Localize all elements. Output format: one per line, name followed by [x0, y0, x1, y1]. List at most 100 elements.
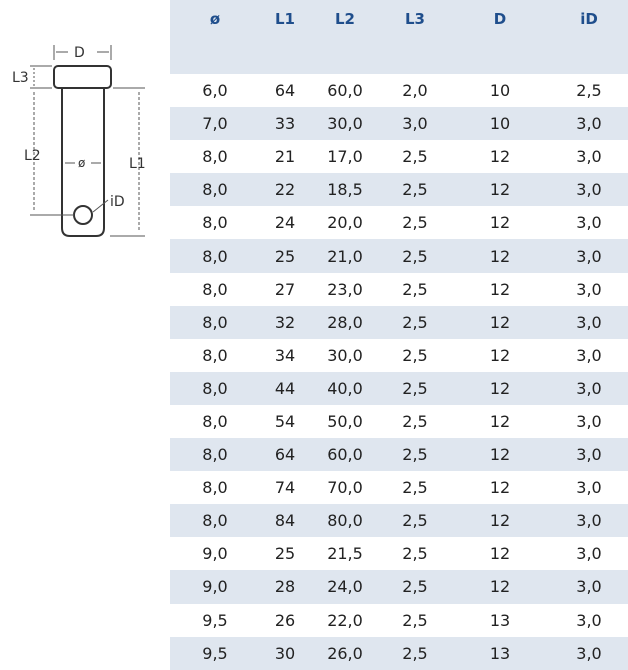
column-header: L1: [260, 0, 310, 74]
table-cell: 2,5: [380, 371, 450, 405]
table-cell: 3,0: [576, 345, 602, 365]
table-cell: 20,0: [327, 213, 363, 233]
table-cell: 2,5: [380, 239, 450, 273]
table-cell: 2,5: [402, 544, 428, 564]
table-cell: 2,5: [402, 610, 428, 630]
table-row: 9,0 28 24,0 2,5 12 3,0: [170, 570, 628, 604]
table-row: 8,0 64 60,0 2,5 12 3,0: [170, 438, 628, 472]
table-row: 8,0 44 40,0 2,5 12 3,0: [170, 371, 628, 405]
table-cell: 12: [489, 411, 511, 431]
table-cell: 30,0: [310, 107, 380, 141]
table-row: 8,0 21 17,0 2,5 12 3,0: [170, 140, 628, 173]
table-cell: 8,0: [170, 239, 260, 273]
table-cell: 22: [260, 173, 310, 207]
table-cell: 10: [489, 81, 511, 101]
table-cell: 8,0: [202, 478, 228, 498]
table-cell: 2,5: [380, 305, 450, 339]
table-cell: 2,5: [380, 636, 450, 670]
table-cell: 12: [450, 570, 550, 604]
table-cell: 12: [450, 438, 550, 472]
table-cell: 18,5: [310, 173, 380, 207]
table-cell: 40,0: [310, 371, 380, 405]
table-cell: 3,0: [576, 279, 602, 299]
table-cell: 9,0: [170, 570, 260, 604]
table-cell: 3,0: [576, 544, 602, 564]
table-cell: 12: [450, 371, 550, 405]
label-l3: L3: [12, 70, 29, 86]
table-cell: 9,5: [202, 610, 228, 630]
table-cell: 2,5: [402, 411, 428, 431]
label-diameter: ø: [78, 156, 85, 170]
table-cell: 3,0: [550, 438, 628, 472]
table-cell: 2,5: [576, 81, 602, 101]
table-row: 8,0 22 18,5 2,5 12 3,0: [170, 173, 628, 207]
table-cell: 12: [450, 504, 550, 538]
table-cell: 3,0: [550, 173, 628, 207]
table-cell: 2,5: [402, 279, 428, 299]
table-cell: 3,0: [576, 213, 602, 233]
table-cell: 8,0: [170, 371, 260, 405]
table-cell: 64: [274, 81, 296, 101]
table-cell: 3,0: [550, 107, 628, 141]
table-cell: 30,0: [327, 345, 363, 365]
table-row: 8,0 34 30,0 2,5 12 3,0: [170, 339, 628, 372]
column-header: iD: [550, 0, 628, 74]
table-cell: 2,5: [380, 504, 450, 538]
table-cell: 8,0: [202, 147, 228, 167]
label-id: iD: [110, 194, 125, 210]
table-cell: 3,0: [550, 504, 628, 538]
table-cell: 2,5: [402, 345, 428, 365]
clevis-pin-diagram: D L3 L2 L1 ø iD: [12, 45, 146, 237]
label-d: D: [74, 45, 85, 61]
table-cell: 12: [489, 279, 511, 299]
table-cell: 25: [274, 544, 296, 564]
table-row: 6,0 64 60,0 2,0 10 2,5: [170, 74, 628, 107]
table-cell: 22,0: [327, 610, 363, 630]
table-row: 8,0 84 80,0 2,5 12 3,0: [170, 504, 628, 538]
table-cell: 84: [260, 504, 310, 538]
table-cell: 3,0: [380, 107, 450, 141]
table-cell: 12: [489, 213, 511, 233]
table-cell: 12: [450, 305, 550, 339]
table-row: 9,5 26 22,0 2,5 13 3,0: [170, 604, 628, 637]
table-cell: 12: [450, 173, 550, 207]
table-cell: 30: [260, 636, 310, 670]
table-row: 8,0 24 20,0 2,5 12 3,0: [170, 206, 628, 239]
table-cell: 2,5: [380, 570, 450, 604]
label-l2: L2: [24, 148, 41, 164]
table-cell: 80,0: [310, 504, 380, 538]
table-cell: 3,0: [550, 636, 628, 670]
table-cell: 26,0: [310, 636, 380, 670]
table-cell: 2,5: [380, 173, 450, 207]
table-cell: 60,0: [310, 438, 380, 472]
table-cell: 8,0: [170, 504, 260, 538]
table-cell: 60,0: [327, 81, 363, 101]
table-cell: 8,0: [170, 173, 260, 207]
table-cell: 12: [489, 147, 511, 167]
column-header: D: [450, 0, 550, 74]
column-header: L2: [310, 0, 380, 74]
table-cell: 21,0: [310, 239, 380, 273]
table-cell: 12: [489, 544, 511, 564]
table-cell: 2,5: [402, 213, 428, 233]
column-header: ø: [170, 0, 260, 74]
table-cell: 3,0: [550, 305, 628, 339]
table-cell: 12: [450, 239, 550, 273]
table-cell: 3,0: [550, 570, 628, 604]
table-row: 8,0 27 23,0 2,5 12 3,0: [170, 273, 628, 306]
table-cell: 50,0: [327, 411, 363, 431]
table-cell: 54: [274, 411, 296, 431]
table-cell: 8,0: [202, 411, 228, 431]
table-cell: 9,0: [202, 544, 228, 564]
table-cell: 44: [260, 371, 310, 405]
table-cell: 9,5: [170, 636, 260, 670]
table-cell: 12: [489, 478, 511, 498]
table-cell: 8,0: [170, 438, 260, 472]
table-cell: 74: [274, 478, 296, 498]
table-cell: 26: [274, 610, 296, 630]
table-cell: 13: [450, 636, 550, 670]
table-cell: 28: [260, 570, 310, 604]
table-cell: 27: [274, 279, 296, 299]
table-row: 8,0 32 28,0 2,5 12 3,0: [170, 305, 628, 339]
